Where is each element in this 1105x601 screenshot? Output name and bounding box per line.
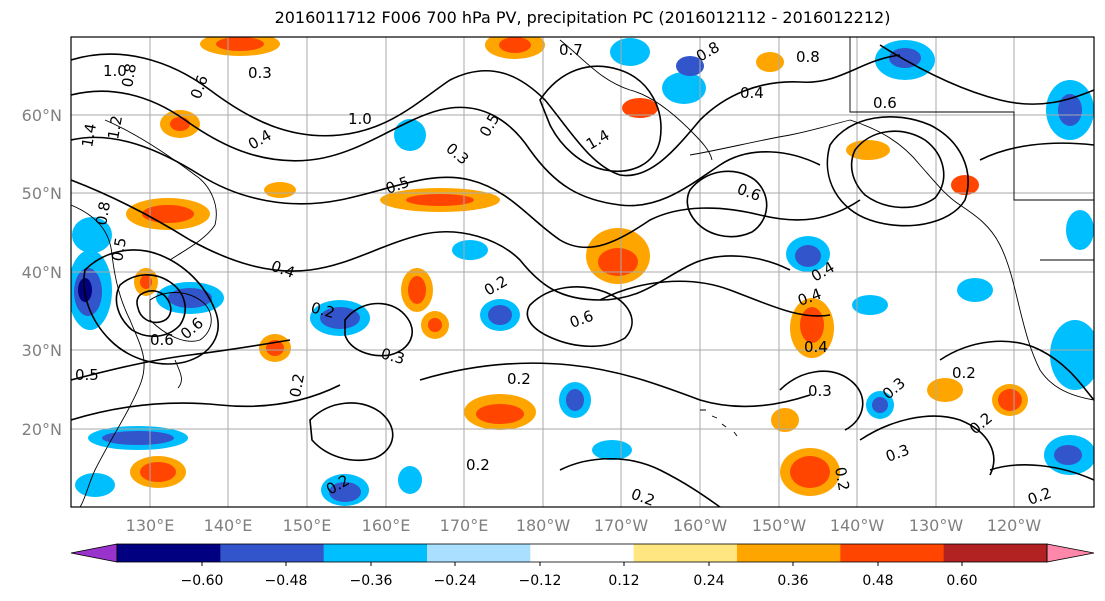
contour-label: 1.4: [78, 122, 100, 149]
colorbar-frame: [116, 543, 1048, 563]
contour-label: 0.2: [831, 466, 853, 493]
colorbar-bin: [530, 544, 635, 562]
map-frame: [70, 36, 1095, 508]
colorbar-bin: [737, 544, 841, 562]
colorbar-extend-min: [70, 543, 118, 563]
contour-label: 0.3: [379, 344, 407, 368]
lon-label: 170°E: [440, 516, 489, 535]
colorbar-ticks: −0.60 −0.48 −0.36 −0.24 −0.12 0.12 0.24 …: [181, 562, 978, 589]
longitude-labels: 130°E 140°E 150°E 160°E 170°E 180°W 170°…: [126, 516, 1042, 535]
contour-label: 0.7: [559, 41, 583, 59]
contour-label: 0.8: [118, 62, 140, 89]
colorbar-tick-label: 0.60: [946, 573, 977, 589]
figure-title: 2016011712 F006 700 hPa PV, precipitatio…: [274, 8, 891, 27]
contour-label: 0.6: [150, 331, 174, 349]
contour-label: 0.2: [629, 485, 658, 510]
contour-label: 0.2: [952, 364, 976, 382]
colorbar-bin: [427, 544, 531, 562]
contour-label: 1.0: [348, 110, 372, 128]
colorbar-boxes: [70, 543, 1095, 563]
coastlines: [71, 37, 1094, 507]
lon-label: 180°W: [516, 516, 571, 535]
contour-label: 0.2: [507, 370, 531, 388]
contour-label: 0.4: [740, 84, 764, 102]
graticule: [71, 37, 1094, 507]
lon-label: 140°W: [830, 516, 885, 535]
contour-label: 0.5: [108, 236, 130, 263]
contour-label: 0.3: [808, 382, 832, 400]
colorbar-tick-label: −0.60: [181, 573, 224, 589]
contour-label: 1.0: [103, 62, 127, 80]
lon-label: 130°E: [126, 516, 175, 535]
contour-label: 0.5: [75, 366, 99, 384]
colorbar-tick-label: −0.24: [434, 573, 477, 589]
colorbar-bin: [943, 544, 1048, 562]
lat-label: 30°N: [22, 341, 62, 360]
colorbar-bin: [323, 544, 428, 562]
precip-shading: [71, 37, 1094, 506]
pv-contours: [71, 44, 1094, 507]
colorbar-tick-label: 0.24: [693, 573, 724, 589]
lon-label: 160°E: [362, 516, 411, 535]
latitude-labels: 60°N 50°N 40°N 30°N 20°N: [22, 106, 62, 439]
colorbar-tick-label: −0.48: [265, 573, 308, 589]
contour-label: 0.4: [804, 338, 828, 356]
contour-label: 0.2: [309, 298, 337, 322]
lon-label: 120°W: [987, 516, 1042, 535]
lon-label: 130°W: [909, 516, 964, 535]
contour-label: 0.8: [92, 200, 114, 227]
lat-label: 20°N: [22, 420, 62, 439]
lat-label: 60°N: [22, 106, 62, 125]
colorbar-tick-label: −0.36: [350, 573, 393, 589]
contour-label: 0.6: [873, 94, 897, 112]
colorbar-bin: [633, 544, 738, 562]
contour-label: 0.3: [248, 64, 272, 82]
lat-label: 50°N: [22, 184, 62, 203]
colorbar-bin: [220, 544, 325, 562]
contour-label: 0.2: [466, 456, 490, 474]
contour-label: 0.2: [1025, 484, 1054, 509]
contour-label: 1.2: [104, 114, 126, 141]
colorbar-extend-max: [1046, 543, 1095, 563]
colorbar-bin: [840, 544, 945, 562]
lon-label: 150°E: [283, 516, 332, 535]
colorbar-tick-label: 0.36: [777, 573, 808, 589]
lon-label: 170°W: [594, 516, 649, 535]
lon-label: 160°W: [673, 516, 728, 535]
colorbar-tick-label: 0.12: [608, 573, 639, 589]
lon-label: 150°W: [752, 516, 807, 535]
lat-label: 40°N: [22, 263, 62, 282]
colorbar-tick-label: −0.12: [519, 573, 562, 589]
contour-label: 0.2: [286, 372, 308, 399]
contour-label: 0.8: [796, 48, 820, 66]
colorbar-tick-label: 0.48: [862, 573, 893, 589]
lon-label: 140°E: [204, 516, 253, 535]
colorbar-bin: [117, 544, 221, 562]
